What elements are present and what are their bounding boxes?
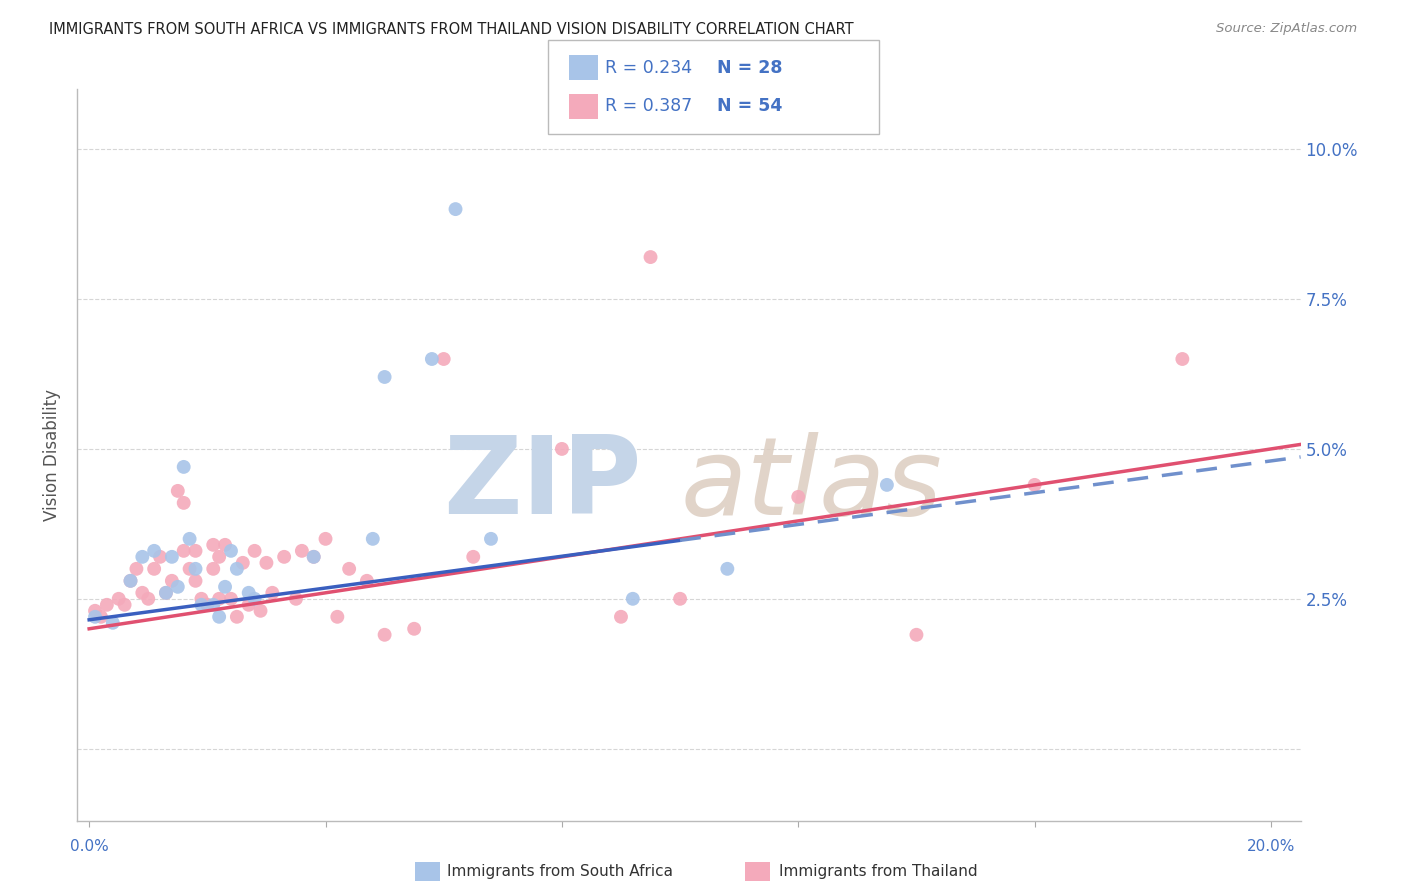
Text: Source: ZipAtlas.com: Source: ZipAtlas.com [1216,22,1357,36]
Point [173,544,195,558]
Point [444,202,467,216]
Point [149,549,172,564]
Point [716,562,738,576]
Text: N = 54: N = 54 [717,97,782,115]
Point [131,586,153,600]
Text: R = 0.387: R = 0.387 [605,97,692,115]
Text: R = 0.234: R = 0.234 [605,59,692,77]
Point [84,609,107,624]
Point [136,591,159,606]
Point [302,549,325,564]
Point [114,598,136,612]
Point [208,609,231,624]
Point [302,549,325,564]
Point [155,586,177,600]
Point [90,609,112,624]
Text: N = 28: N = 28 [717,59,783,77]
Point [84,604,107,618]
Point [101,615,124,630]
Point [125,562,148,576]
Point [96,598,118,612]
Point [463,549,485,564]
Point [326,609,349,624]
Point [160,574,183,588]
Point [208,549,231,564]
Point [190,598,212,612]
Point [120,574,142,588]
Point [184,562,207,576]
Point [173,496,195,510]
Text: 20.0%: 20.0% [1247,838,1295,854]
Point [404,622,426,636]
Point [166,483,188,498]
Point [361,532,384,546]
Y-axis label: Vision Disability: Vision Disability [44,389,62,521]
Point [243,544,266,558]
Point [195,598,218,612]
Point [208,591,231,606]
Point [433,351,456,366]
Point [621,591,644,606]
Point [166,580,188,594]
Point [225,609,247,624]
Point [225,562,247,576]
Point [479,532,502,546]
Point [143,562,166,576]
Point [243,591,266,606]
Point [262,586,284,600]
Text: Immigrants from Thailand: Immigrants from Thailand [779,864,977,879]
Point [787,490,810,504]
Point [315,532,337,546]
Point [179,562,201,576]
Text: ZIP: ZIP [443,431,641,537]
Point [337,562,360,576]
Point [120,574,142,588]
Point [905,628,928,642]
Point [551,442,574,456]
Point [232,556,254,570]
Point [254,556,277,570]
Text: Immigrants from South Africa: Immigrants from South Africa [447,864,673,879]
Point [291,544,314,558]
Point [249,604,271,618]
Point [179,532,201,546]
Point [202,538,225,552]
Point [876,478,898,492]
Point [190,591,212,606]
Point [610,609,633,624]
Point [219,544,242,558]
Point [356,574,378,588]
Point [107,591,129,606]
Point [160,549,183,564]
Point [285,591,308,606]
Point [214,538,236,552]
Point [173,459,195,474]
Point [202,598,225,612]
Point [1171,351,1194,366]
Point [374,628,396,642]
Point [219,591,242,606]
Point [669,591,692,606]
Point [640,250,662,264]
Point [184,544,207,558]
Point [202,562,225,576]
Point [238,586,260,600]
Text: atlas: atlas [681,432,942,537]
Point [214,580,236,594]
Point [143,544,166,558]
Point [184,574,207,588]
Text: 0.0%: 0.0% [70,838,108,854]
Point [273,549,295,564]
Point [238,598,260,612]
Point [131,549,153,564]
Point [420,351,443,366]
Point [1024,478,1046,492]
Point [374,370,396,384]
Text: IMMIGRANTS FROM SOUTH AFRICA VS IMMIGRANTS FROM THAILAND VISION DISABILITY CORRE: IMMIGRANTS FROM SOUTH AFRICA VS IMMIGRAN… [49,22,853,37]
Point [155,586,177,600]
